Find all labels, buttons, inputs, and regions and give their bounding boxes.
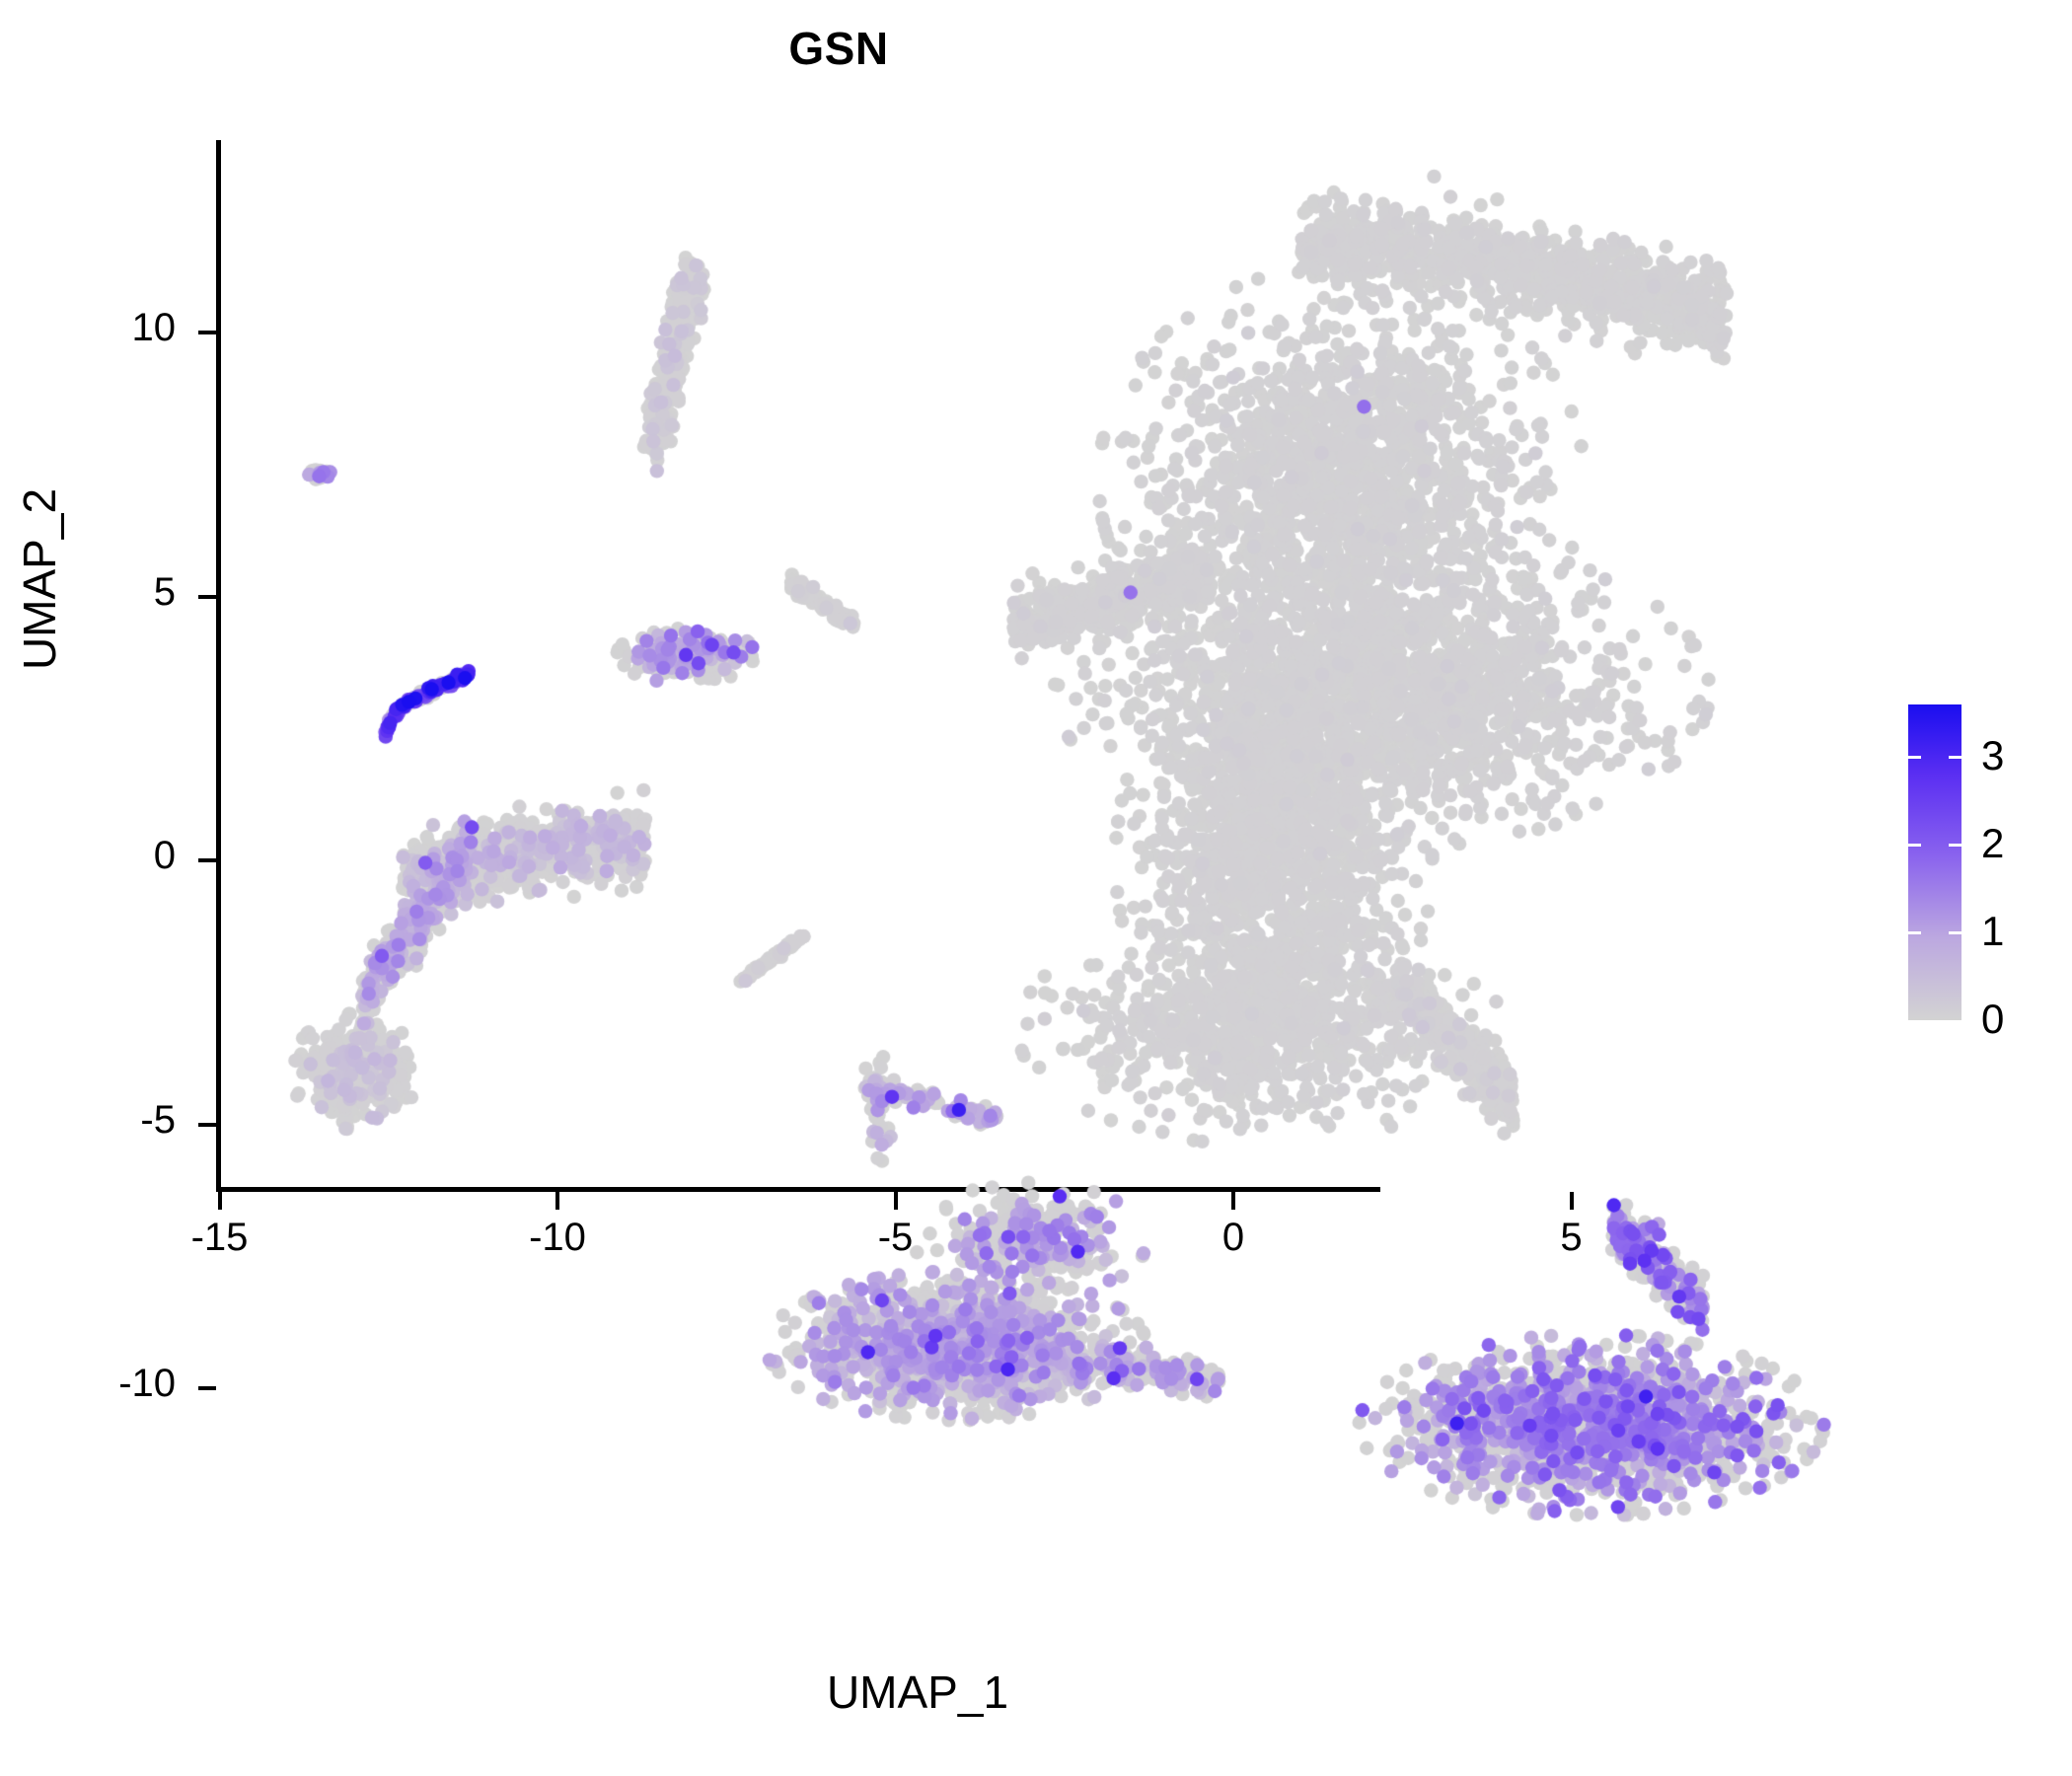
y-tick-mark <box>198 331 216 334</box>
y-axis-label: UMAP_2 <box>14 487 65 671</box>
x-tick-mark <box>893 1192 898 1210</box>
y-tick-label: 0 <box>153 834 176 877</box>
colorbar-tick-mark <box>1949 844 1961 848</box>
y-tick-mark <box>198 1122 216 1127</box>
x-tick-mark <box>217 1192 222 1210</box>
x-axis-label: UMAP_1 <box>826 1666 1009 1718</box>
colorbar-tick-mark <box>1949 931 1961 935</box>
x-tick-mark <box>555 1192 559 1210</box>
y-tick-mark <box>198 594 216 599</box>
y-tick-mark <box>198 858 216 862</box>
x-tick-label: -5 <box>877 1216 914 1259</box>
colorbar-legend: 3 2 1 0 <box>1908 704 2004 1040</box>
colorbar-tick-mark <box>1908 844 1921 848</box>
colorbar-tick-label: 3 <box>1981 732 2005 779</box>
colorbar-tick-label: 1 <box>1981 908 2005 955</box>
colorbar-tick-mark <box>1908 931 1921 935</box>
x-tick-label: -15 <box>190 1216 249 1259</box>
y-tick-label: 10 <box>131 306 177 349</box>
y-tick-label: 5 <box>153 569 176 614</box>
colorbar-gradient <box>1908 704 1961 1020</box>
y-tick-label: -5 <box>140 1097 176 1142</box>
x-tick-label: -10 <box>529 1216 586 1259</box>
colorbar-tick-mark <box>1949 756 1961 760</box>
colorbar-tick-label: 0 <box>1981 996 2005 1042</box>
x-tick-label: 5 <box>1560 1216 1583 1259</box>
y-tick-label: -10 <box>118 1362 176 1405</box>
colorbar-tick-mark <box>1908 756 1921 760</box>
x-tick-label: 0 <box>1221 1216 1245 1259</box>
x-tick-mark <box>1569 1192 1574 1210</box>
y-tick-mark <box>198 1386 216 1390</box>
x-tick-mark <box>1231 1192 1235 1210</box>
colorbar-tick-label: 2 <box>1981 820 2005 867</box>
